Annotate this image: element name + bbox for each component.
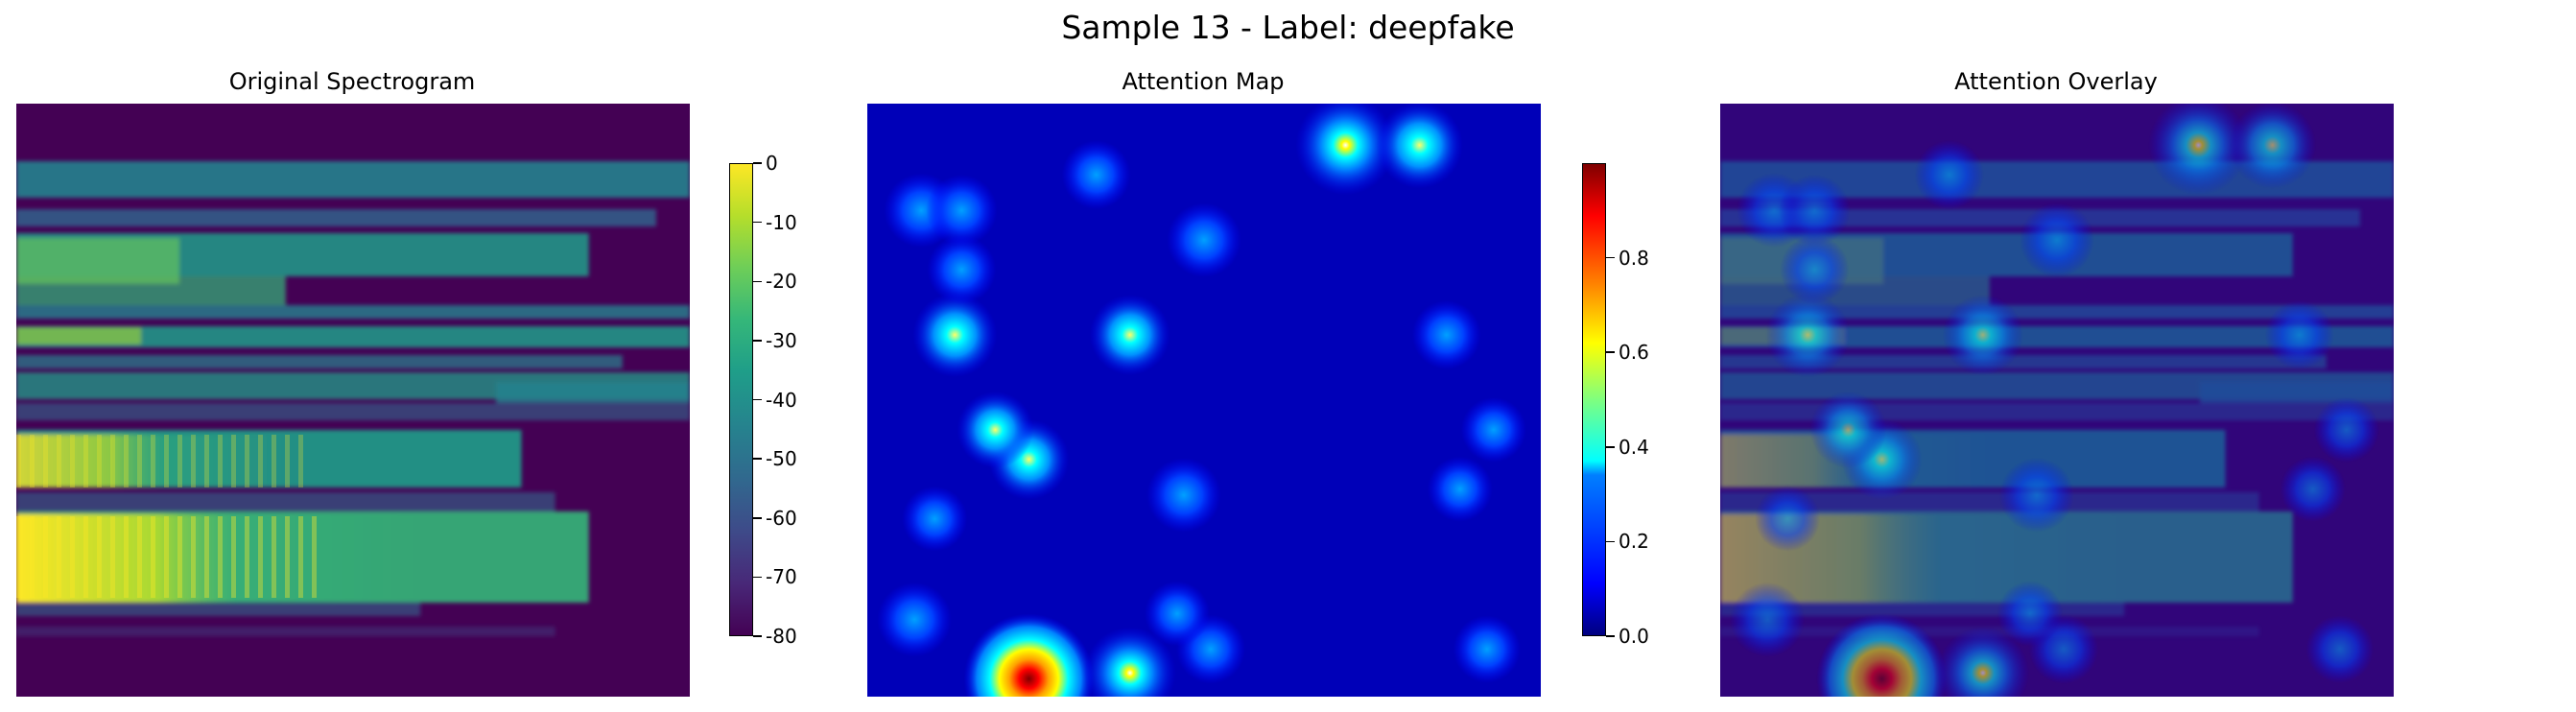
colorbar-tick-mark [753, 635, 762, 637]
panel-title-attention-map: Attention Map [1122, 68, 1285, 95]
attention-hotspot-2 [1295, 104, 1396, 196]
colorbar-tick-mark [1606, 351, 1615, 353]
attention-hotspot-15 [927, 235, 997, 305]
attention-hotspot-15 [1780, 235, 1850, 305]
figure-suptitle: Sample 13 - Label: deepfake [1061, 9, 1515, 46]
colorbar-tick-label: 0.6 [1619, 341, 1649, 365]
colorbar-tick-label: 0.2 [1619, 530, 1649, 554]
attention-hotspot-5 [1765, 293, 1851, 378]
attention-hotspot-1 [1816, 613, 1948, 697]
attention-hotspot-2 [2148, 104, 2249, 196]
attention-hotspot-19 [1997, 581, 2063, 647]
panel-title-attention-overlay: Attention Overlay [1954, 68, 2158, 95]
colorbar-tick-mark [753, 398, 762, 401]
attention-hotspot-19 [1144, 581, 1210, 647]
attention-hotspot-8 [1809, 391, 1887, 468]
colorbar-jet [1582, 163, 1606, 636]
attention-hotspot-3 [1083, 627, 1176, 697]
attention-hotspot-4 [1376, 104, 1463, 189]
colorbar-tick-mark [753, 340, 762, 342]
attention-hotspot-8 [957, 391, 1034, 468]
colorbar-tick-mark [753, 280, 762, 282]
colorbar-tick-label: 0 [766, 152, 778, 175]
colorbar-tick-mark [753, 458, 762, 460]
attention-hotspot-18 [1453, 615, 1522, 683]
attention-hotspot-20 [1460, 396, 1526, 463]
colorbar-tick-mark [753, 162, 762, 164]
colorbar-tick-label: -50 [766, 447, 797, 471]
spectrogram-heatmap [16, 104, 690, 697]
attention-hotspot-6 [1089, 295, 1170, 376]
attention-heatmap [867, 104, 1541, 697]
attention-hotspot-22 [902, 486, 968, 552]
colorbar-tick-mark [753, 221, 762, 224]
attention-hotspot-13 [926, 175, 998, 247]
attention-hotspot-12 [1730, 581, 1805, 657]
colorbar-tick-mark [753, 517, 762, 519]
attention-hotspot-21 [1427, 456, 1493, 522]
colorbar-tick-label: -20 [766, 270, 797, 294]
attention-hotspot-5 [912, 293, 998, 378]
attention-hotspot-6 [1942, 295, 2023, 376]
attention-hotspot-14 [1061, 140, 1131, 210]
attention-hotspot-17 [1411, 300, 1481, 370]
colorbar-tick-label: 0.0 [1619, 625, 1649, 648]
attention-hotspot-4 [2229, 104, 2316, 189]
colorbar-tick-label: -60 [766, 506, 797, 530]
colorbar-tick-label: -30 [766, 328, 797, 352]
attention-hotspot-20 [2313, 396, 2379, 463]
attention-hotspot-18 [2305, 615, 2375, 683]
attention-hotspot-22 [1755, 486, 1821, 552]
attention-hotspot-17 [2264, 300, 2334, 370]
overlay-heatmap [1720, 104, 2394, 697]
colorbar-tick-label: 0.8 [1619, 246, 1649, 270]
attention-hotspot-1 [963, 613, 1095, 697]
colorbar-tick-label: 0.4 [1619, 435, 1649, 459]
colorbar-tick-label: -40 [766, 388, 797, 412]
attention-hotspot-10 [1167, 202, 1241, 277]
colorbar-tick-mark [1606, 635, 1615, 637]
attention-hotspot-11 [1999, 458, 2074, 533]
attention-hotspot-12 [877, 581, 952, 657]
colorbar-viridis [729, 163, 753, 636]
attention-hotspot-11 [1146, 458, 1221, 533]
colorbar-tick-label: -80 [766, 625, 797, 648]
colorbar-tick-label: -10 [766, 210, 797, 234]
colorbar-tick-mark [753, 576, 762, 579]
attention-hotspot-3 [1936, 627, 2029, 697]
attention-hotspot-10 [2020, 202, 2094, 277]
panel-title-spectrogram: Original Spectrogram [228, 68, 476, 95]
attention-hotspot-21 [2280, 456, 2346, 522]
attention-hotspot-13 [1779, 175, 1851, 247]
colorbar-tick-mark [1606, 256, 1615, 259]
colorbar-tick-label: -70 [766, 565, 797, 589]
attention-hotspot-14 [1914, 140, 1984, 210]
colorbar-tick-mark [1606, 540, 1615, 543]
colorbar-tick-mark [1606, 446, 1615, 448]
